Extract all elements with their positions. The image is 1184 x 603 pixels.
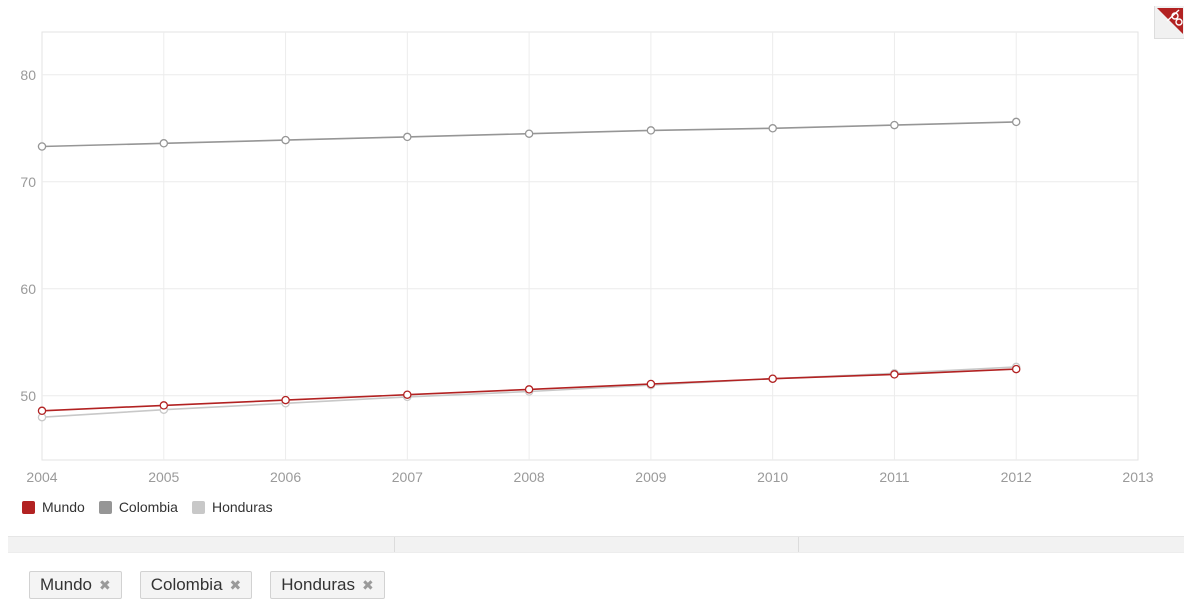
data-point-colombia <box>403 132 412 142</box>
series-layer <box>37 117 1021 422</box>
legend-item-colombia[interactable]: Colombia <box>98 499 178 515</box>
legend-label-colombia: Colombia <box>118 499 178 515</box>
y-tick-label: 50 <box>20 388 36 404</box>
plot-frame <box>41 31 1139 461</box>
close-icon[interactable]: ✖ <box>229 576 242 593</box>
data-point-colombia <box>524 129 534 138</box>
grid <box>41 31 1139 461</box>
legend-item-honduras[interactable]: Honduras <box>191 499 273 515</box>
data-point-mundo <box>281 395 290 405</box>
legend-swatch-colombia <box>98 500 112 514</box>
legend-item-mundo[interactable]: Mundo <box>22 499 85 515</box>
data-point-colombia <box>646 126 656 135</box>
y-tick-label: 70 <box>20 174 36 190</box>
x-tick-label: 2013 <box>1122 469 1153 485</box>
data-point-mundo <box>524 385 534 394</box>
close-icon[interactable]: ✖ <box>98 576 111 593</box>
data-point-colombia <box>1011 117 1021 127</box>
legend-swatch-mundo <box>22 500 35 514</box>
legend: Mundo Colombia Honduras <box>22 499 287 515</box>
scissors-icon[interactable] <box>1154 6 1184 39</box>
x-tick-label: 2011 <box>879 469 909 485</box>
data-point-mundo <box>1011 364 1021 374</box>
legend-label-honduras: Honduras <box>211 499 273 515</box>
x-tick-label: 2004 <box>26 469 57 485</box>
timeline-strip[interactable] <box>8 536 1184 553</box>
x-tick-label: 2005 <box>148 469 179 485</box>
y-tick-label: 80 <box>20 67 36 83</box>
data-point-mundo <box>768 374 777 383</box>
strip-divider <box>798 537 799 552</box>
close-icon[interactable]: ✖ <box>361 576 374 593</box>
x-tick-label: 2007 <box>392 469 423 485</box>
data-point-colombia <box>159 139 169 148</box>
chip-mundo[interactable]: Mundo ✖ <box>29 571 122 599</box>
chip-label-mundo: Mundo <box>40 575 92 594</box>
legend-swatch-honduras <box>191 500 205 514</box>
selected-series-chips: Mundo ✖ Colombia ✖ Honduras ✖ <box>29 571 385 599</box>
strip-divider <box>394 537 395 552</box>
data-point-mundo <box>159 401 169 410</box>
chip-label-honduras: Honduras <box>281 575 355 594</box>
x-tick-label: 2006 <box>270 469 301 485</box>
y-tick-label: 60 <box>20 281 36 297</box>
data-point-mundo <box>646 379 656 389</box>
data-point-colombia <box>37 142 47 151</box>
chip-honduras[interactable]: Honduras ✖ <box>270 571 385 599</box>
data-point-colombia <box>768 124 777 133</box>
scissors-icon-graphic <box>1157 8 1183 34</box>
data-point-mundo <box>403 390 412 399</box>
legend-label-mundo: Mundo <box>42 499 85 515</box>
chip-label-colombia: Colombia <box>150 575 223 594</box>
x-tick-label: 2009 <box>635 469 666 485</box>
chip-colombia[interactable]: Colombia ✖ <box>139 571 253 599</box>
data-point-mundo <box>37 406 47 416</box>
axes: 2004 2005 2006 2007 2008 2009 2010 2011 2012 2013… <box>20 67 1153 485</box>
x-tick-label: 2010 <box>757 469 788 485</box>
x-tick-label: 2008 <box>514 469 545 485</box>
data-point-colombia <box>890 120 899 130</box>
data-point-mundo <box>890 370 899 379</box>
x-tick-label: 2012 <box>1001 469 1032 485</box>
line-chart: 2004 2005 2006 2007 2008 2009 2010 2011 2012 2013… <box>20 31 1154 485</box>
data-point-colombia <box>281 135 290 145</box>
